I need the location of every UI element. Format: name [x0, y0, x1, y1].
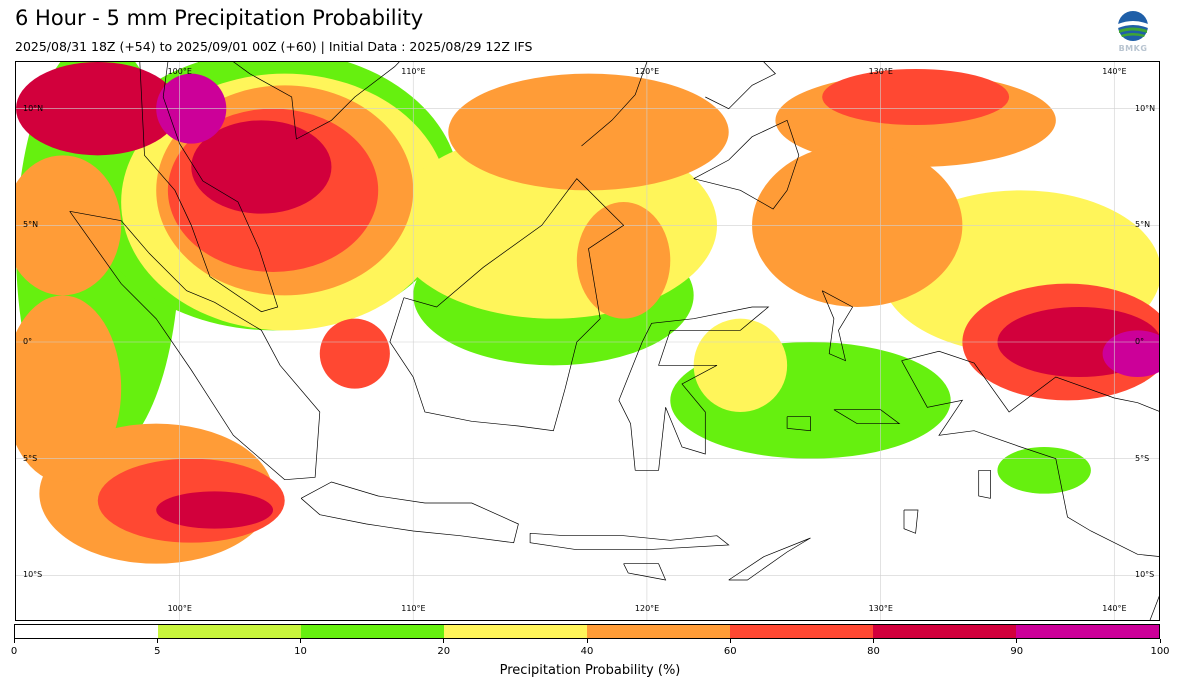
- colorbar-tickmark: [1159, 639, 1161, 643]
- chart-subtitle: 2025/08/31 18Z (+54) to 2025/09/01 00Z (…: [15, 39, 533, 54]
- precipitation-map: 100°E 110°E 120°E 130°E 140°E 100°E 110°E 120°E…: [15, 61, 1160, 621]
- coastline: [198, 62, 400, 140]
- lat-label-left: 10°S: [23, 570, 43, 580]
- colorbar-tick-label: 5: [154, 646, 161, 657]
- colorbar-segment: [301, 625, 444, 638]
- probability-region-40: [448, 73, 729, 191]
- colorbar-segment: [158, 625, 301, 638]
- lon-label-bottom: 120°E: [634, 604, 660, 613]
- bmkg-logo-icon: [1118, 11, 1148, 41]
- lon-label-top: 110°E: [401, 67, 426, 76]
- logo-text: BMKG: [1118, 44, 1148, 53]
- coastline: [978, 469, 991, 499]
- colorbar-tick-label: 90: [1010, 646, 1024, 657]
- colorbar-tick-label: 100: [1150, 646, 1170, 657]
- lon-label-top: 130°E: [868, 67, 893, 76]
- lon-label-bottom: 110°E: [401, 604, 426, 613]
- colorbar-tickmark: [300, 639, 301, 643]
- colorbar-tickmark: [873, 639, 874, 643]
- coastline: [300, 481, 519, 544]
- lon-label-bottom: 130°E: [868, 604, 893, 613]
- coastline: [69, 210, 321, 481]
- coastline: [389, 178, 625, 432]
- coastline: [618, 306, 770, 471]
- map-canvas: [16, 62, 1159, 620]
- colorbar-tickmark: [1016, 639, 1018, 643]
- lat-label-left: 5°N: [23, 220, 39, 230]
- colorbar: [14, 624, 1160, 639]
- colorbar-tick-label: 20: [437, 646, 451, 657]
- colorbar-segment: [1016, 625, 1159, 638]
- colorbar-tickmark: [443, 639, 445, 643]
- lon-label-top: 100°E: [167, 67, 192, 76]
- coastline: [139, 62, 279, 313]
- lon-label-bottom: 100°E: [167, 604, 192, 613]
- colorbar-tick-label: 0: [10, 646, 18, 657]
- colorbar-tick-label: 10: [294, 646, 307, 657]
- coastline: [705, 62, 776, 110]
- lat-label-right: 0°: [1135, 337, 1145, 346]
- coastline: [623, 563, 667, 581]
- coastline: [901, 350, 1159, 557]
- lat-label-right: 10°N: [1135, 103, 1156, 113]
- probability-region-80: [191, 120, 332, 214]
- coastline: [903, 509, 919, 534]
- lat-label-right: 5°N: [1135, 220, 1151, 230]
- lat-label-left: 10°N: [23, 103, 44, 113]
- probability-region-60: [822, 69, 1010, 125]
- colorbar-tickmark: [156, 639, 158, 643]
- lat-label-left: 5°S: [23, 453, 38, 463]
- coastline: [786, 416, 811, 432]
- colorbar-tickmark: [13, 639, 15, 643]
- coastline: [728, 537, 811, 581]
- lon-label-top: 120°E: [634, 67, 660, 76]
- coastline: [1149, 595, 1159, 620]
- colorbar-tick-label: 80: [867, 646, 880, 657]
- coastline: [529, 532, 730, 551]
- colorbar-segment: [587, 625, 730, 638]
- probability-region-40: [576, 202, 671, 319]
- lon-label-bottom: 140°E: [1102, 604, 1127, 613]
- colorbar-tick-label: 40: [580, 646, 594, 657]
- colorbar-tick-label: 60: [723, 646, 737, 657]
- coastline: [821, 290, 854, 362]
- colorbar-segment: [15, 625, 158, 638]
- lon-label-top: 140°E: [1102, 67, 1127, 76]
- coastline: [693, 119, 800, 210]
- lat-label-right: 5°S: [1135, 453, 1150, 463]
- colorbar-tickmark: [729, 639, 731, 643]
- colorbar-segment: [873, 625, 1016, 638]
- coastline: [581, 62, 648, 147]
- probability-region-60: [319, 318, 390, 389]
- colorbar-tickmark: [586, 639, 588, 643]
- lat-label-right: 10°S: [1135, 570, 1155, 580]
- colorbar-segment: [444, 625, 587, 638]
- lat-label-left: 0°: [23, 337, 33, 346]
- coastline: [833, 409, 901, 425]
- probability-region-10: [997, 447, 1091, 494]
- colorbar-segment: [730, 625, 873, 638]
- probability-region-80: [156, 491, 274, 529]
- chart-title: 6 Hour - 5 mm Precipitation Probability: [15, 6, 424, 30]
- colorbar-label: Precipitation Probability (%): [499, 663, 681, 678]
